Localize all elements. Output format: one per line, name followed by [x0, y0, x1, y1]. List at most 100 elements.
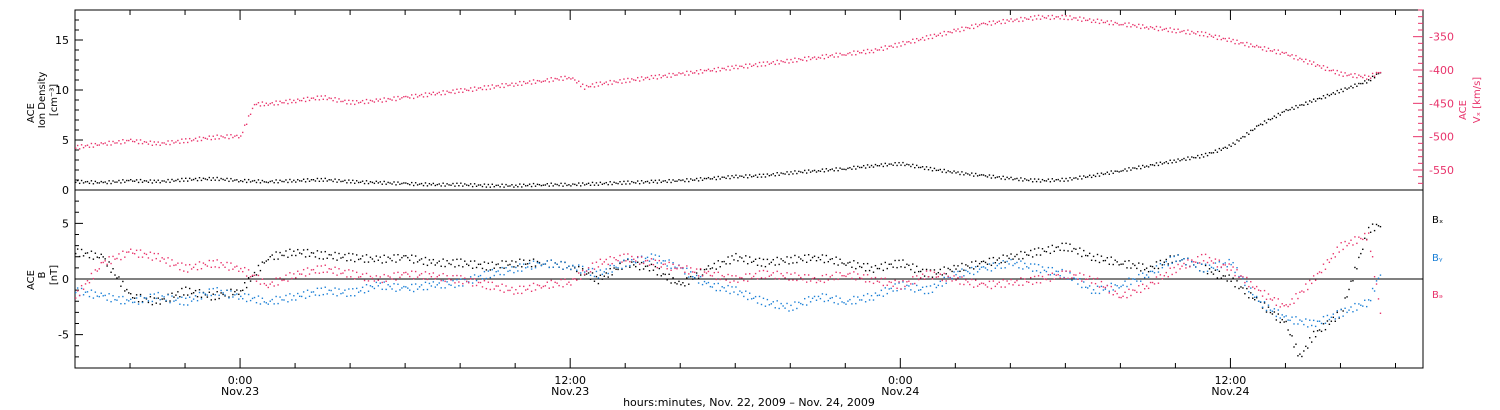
- bx-point: [519, 258, 521, 260]
- velocity-point: [232, 136, 234, 139]
- velocity-point: [1246, 41, 1248, 44]
- velocity-point: [593, 86, 596, 88]
- bz-point: [1035, 281, 1038, 284]
- by-point: [306, 289, 309, 291]
- bz-point: [807, 274, 810, 276]
- by-point: [1047, 266, 1050, 269]
- density-point: [340, 180, 342, 183]
- density-point: [1254, 128, 1256, 130]
- density-point: [1291, 106, 1293, 109]
- velocity-point: [412, 97, 415, 100]
- bz-point: [1175, 271, 1177, 274]
- by-point: [1198, 270, 1201, 272]
- density-point: [1173, 159, 1175, 161]
- bz-point: [1195, 261, 1197, 263]
- bx-point: [984, 261, 987, 264]
- by-point: [122, 295, 124, 298]
- velocity-point: [662, 75, 664, 77]
- bz-point: [84, 283, 87, 285]
- by-point: [1173, 255, 1175, 258]
- by-point: [1379, 274, 1382, 276]
- bx-point: [1303, 350, 1305, 352]
- bz-point: [1275, 304, 1278, 306]
- by-point: [155, 297, 157, 300]
- bz-point: [660, 266, 662, 268]
- bz-point: [159, 260, 161, 262]
- bx-point: [855, 267, 857, 270]
- bx-point: [1079, 247, 1081, 249]
- velocity-point: [473, 86, 476, 88]
- density-point: [621, 183, 623, 186]
- by-point: [76, 287, 79, 289]
- by-point: [179, 303, 181, 305]
- by-point: [974, 266, 977, 268]
- velocity-point: [772, 61, 774, 63]
- velocity-point: [206, 138, 209, 140]
- density-point: [607, 183, 609, 186]
- bz-point: [464, 277, 466, 279]
- by-point: [973, 273, 975, 276]
- y-tick-label: -5: [58, 329, 69, 342]
- velocity-point: [973, 27, 975, 30]
- by-point: [1285, 315, 1287, 317]
- density-point: [116, 181, 118, 183]
- bx-point: [293, 250, 295, 252]
- bz-point: [768, 275, 771, 277]
- velocity-point: [196, 140, 199, 142]
- bx-point: [825, 254, 828, 257]
- top-panel-frame: [74, 9, 1424, 191]
- density-point: [776, 172, 778, 174]
- velocity-point: [859, 52, 861, 54]
- by-point: [1259, 301, 1262, 303]
- density-point: [1295, 104, 1297, 107]
- by-point: [304, 297, 307, 299]
- velocity-point: [188, 137, 191, 140]
- velocity-point: [352, 99, 354, 102]
- density-point: [1322, 95, 1325, 97]
- bz-point: [234, 266, 236, 268]
- by-point: [902, 281, 904, 283]
- density-point: [169, 181, 171, 184]
- bx-point: [1096, 253, 1099, 256]
- by-point: [1360, 304, 1362, 306]
- velocity-point: [1112, 23, 1114, 26]
- bz-point: [137, 256, 140, 258]
- bz-point: [778, 278, 780, 280]
- velocity-point: [346, 103, 348, 105]
- by-point: [927, 292, 930, 295]
- right-ylabel-line2: Vₓ [km/s]: [1472, 77, 1483, 123]
- velocity-point: [122, 139, 124, 141]
- bz-point: [1279, 306, 1281, 308]
- bx-point: [1232, 277, 1234, 279]
- by-point: [906, 284, 908, 287]
- bx-point: [638, 268, 641, 271]
- bz-point: [96, 270, 99, 272]
- by-point: [98, 295, 100, 298]
- density-point: [880, 163, 883, 165]
- by-point: [1193, 264, 1195, 266]
- by-point: [1263, 301, 1266, 303]
- velocity-point: [921, 36, 924, 39]
- bz-point: [218, 266, 220, 269]
- by-point: [1340, 308, 1342, 311]
- velocity-point: [1350, 73, 1352, 75]
- density-point: [306, 178, 309, 180]
- bz-point: [937, 275, 940, 278]
- density-point: [925, 166, 928, 168]
- bx-point: [957, 265, 959, 267]
- density-point: [181, 177, 183, 180]
- bx-point: [868, 269, 871, 272]
- density-point: [414, 182, 417, 184]
- bz-point: [88, 281, 91, 284]
- bz-point: [493, 288, 495, 290]
- velocity-point: [1367, 75, 1370, 77]
- density-point: [523, 183, 525, 186]
- velocity-point: [1240, 42, 1242, 44]
- density-point: [1275, 116, 1278, 119]
- density-point: [1307, 103, 1309, 106]
- by-point: [326, 293, 328, 295]
- bx-point: [536, 260, 539, 263]
- velocity-point: [947, 31, 949, 33]
- density-point: [992, 174, 995, 177]
- density-point: [684, 180, 686, 183]
